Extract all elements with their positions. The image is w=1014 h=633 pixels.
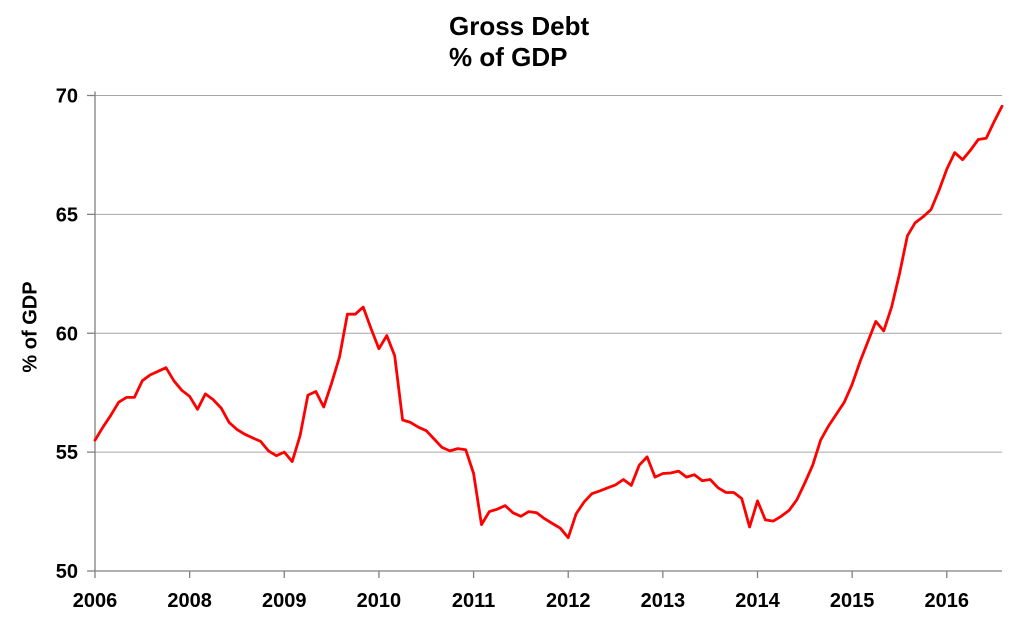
y-tick-label-50: 50: [56, 561, 78, 583]
y-tick-label-60: 60: [56, 323, 78, 345]
x-tick-label-2010: 2010: [357, 590, 402, 612]
x-tick-label-2014: 2014: [735, 590, 780, 612]
x-tick-label-2013: 2013: [641, 590, 686, 612]
x-tick-label-2008: 2008: [167, 590, 212, 612]
y-tick-label-70: 70: [56, 86, 78, 108]
x-tick-label-2006: 2006: [73, 590, 118, 612]
x-tick-label-2016: 2016: [925, 590, 970, 612]
gross-debt-line-series: [93, 104, 1004, 540]
x-tick-label-2011: 2011: [452, 590, 495, 612]
chart-title-line2: % of GDP: [449, 42, 568, 72]
y-tick-label-65: 65: [56, 204, 78, 226]
x-tick-label-2012: 2012: [546, 590, 591, 612]
x-tick-label-2015: 2015: [830, 590, 875, 612]
y-axis-title: % of GDP: [19, 281, 42, 373]
chart-title: Gross Debt % of GDP: [449, 11, 589, 73]
x-tick-label-2009: 2009: [262, 590, 307, 612]
y-tick-label-55: 55: [56, 442, 78, 464]
chart-title-line1: Gross Debt: [449, 11, 590, 41]
